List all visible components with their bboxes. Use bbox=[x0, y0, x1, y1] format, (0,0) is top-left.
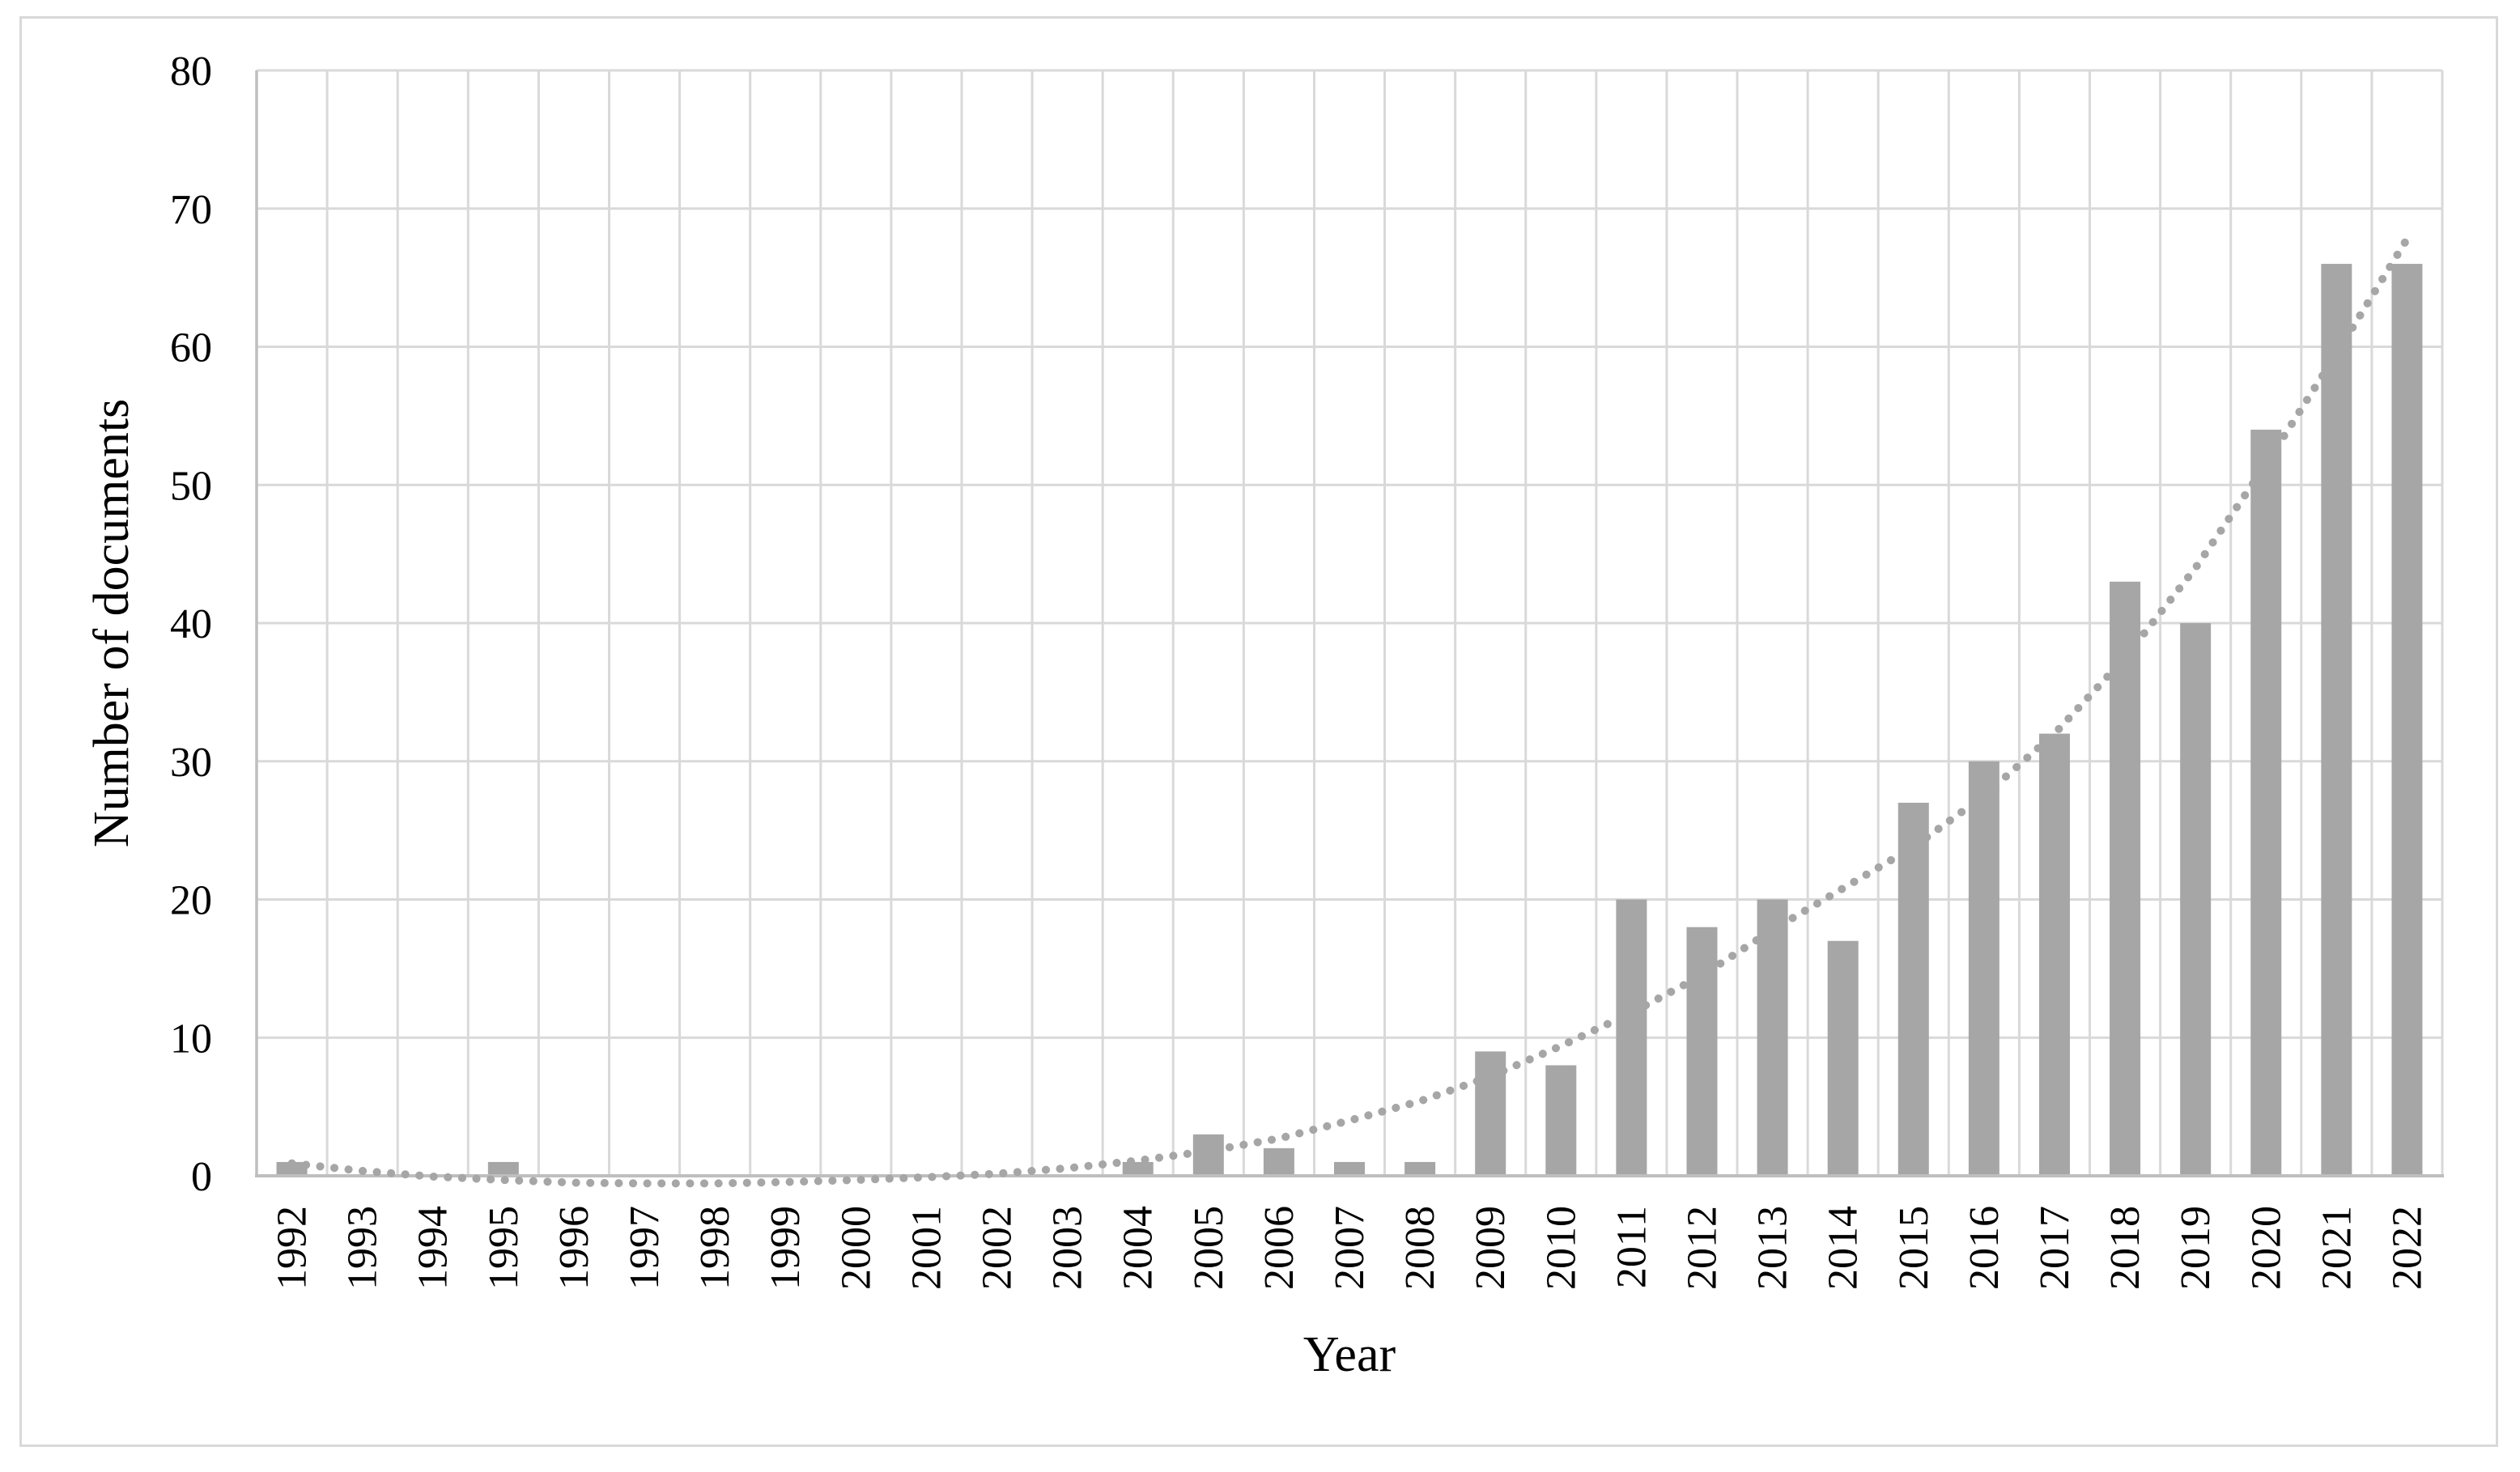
y-tick-label-0: 0 bbox=[191, 1154, 212, 1200]
bar-2021 bbox=[2321, 264, 2352, 1176]
x-tick-label-2022: 2022 bbox=[2385, 1206, 2431, 1290]
y-tick-label-70: 70 bbox=[170, 187, 212, 233]
x-tick-label-2018: 2018 bbox=[2102, 1206, 2148, 1290]
x-tick-label-2004: 2004 bbox=[1116, 1206, 1162, 1290]
x-tick-label-1996: 1996 bbox=[551, 1206, 597, 1290]
x-tick-label-2012: 2012 bbox=[1680, 1206, 1726, 1290]
x-tick-label-2011: 2011 bbox=[1608, 1206, 1655, 1288]
x-tick-label-2010: 2010 bbox=[1538, 1206, 1584, 1290]
x-tick-label-1992: 1992 bbox=[270, 1206, 316, 1290]
bar-2011 bbox=[1616, 899, 1647, 1176]
bar-2007 bbox=[1334, 1161, 1365, 1176]
bar-2010 bbox=[1545, 1065, 1577, 1176]
bar-2022 bbox=[2391, 264, 2423, 1176]
bar-2004 bbox=[1122, 1161, 1154, 1176]
gridlines bbox=[257, 69, 2444, 1176]
x-tick-label-2006: 2006 bbox=[1256, 1206, 1302, 1290]
x-tick-label-1995: 1995 bbox=[481, 1206, 527, 1290]
axis-lines bbox=[255, 70, 2444, 1177]
x-tick-label-2014: 2014 bbox=[1821, 1206, 1867, 1290]
x-tick-label-2007: 2007 bbox=[1327, 1206, 1373, 1290]
y-tick-label-20: 20 bbox=[170, 878, 212, 924]
x-tick-label-1998: 1998 bbox=[692, 1206, 738, 1290]
bar-2019 bbox=[2180, 623, 2212, 1176]
x-tick-label-2013: 2013 bbox=[1750, 1206, 1796, 1290]
y-tick-label-40: 40 bbox=[170, 601, 212, 647]
y-tick-label-30: 30 bbox=[170, 740, 212, 786]
bar-2014 bbox=[1827, 940, 1859, 1176]
x-tick-label-2005: 2005 bbox=[1186, 1206, 1232, 1290]
y-tick-label-10: 10 bbox=[170, 1016, 212, 1062]
x-tick-label-1999: 1999 bbox=[763, 1206, 809, 1290]
bar-2008 bbox=[1404, 1161, 1436, 1176]
y-tick-label-60: 60 bbox=[170, 325, 212, 371]
bar-1995 bbox=[487, 1161, 519, 1176]
x-tick-label-2019: 2019 bbox=[2173, 1206, 2219, 1290]
bar-1992 bbox=[276, 1161, 308, 1176]
x-tick-label-2008: 2008 bbox=[1397, 1206, 1443, 1290]
x-tick-label-2015: 2015 bbox=[1891, 1206, 1937, 1290]
x-tick-label-1997: 1997 bbox=[622, 1206, 668, 1290]
trendline-dotted bbox=[287, 235, 2412, 1188]
x-tick-label-2009: 2009 bbox=[1468, 1206, 1514, 1290]
y-tick-label-50: 50 bbox=[170, 463, 212, 509]
bar-2015 bbox=[1897, 802, 1929, 1176]
x-axis-title: Year bbox=[1303, 1327, 1396, 1382]
x-tick-label-2020: 2020 bbox=[2243, 1206, 2289, 1290]
bars bbox=[276, 264, 2423, 1176]
bar-2012 bbox=[1686, 927, 1718, 1176]
x-tick-label-2000: 2000 bbox=[833, 1206, 879, 1290]
x-tick-label-2001: 2001 bbox=[903, 1206, 950, 1290]
x-tick-label-2017: 2017 bbox=[2032, 1206, 2078, 1290]
y-tick-labels: 0 10 20 30 40 50 60 70 80 bbox=[170, 49, 212, 1200]
bar-2005 bbox=[1192, 1134, 1224, 1176]
x-tick-label-2021: 2021 bbox=[2314, 1206, 2360, 1290]
x-tick-label-2003: 2003 bbox=[1045, 1206, 1091, 1290]
y-axis-title: Number of documents bbox=[84, 399, 139, 847]
bar-2018 bbox=[2110, 581, 2141, 1176]
bar-2017 bbox=[2038, 733, 2070, 1176]
bar-2013 bbox=[1757, 899, 1788, 1176]
x-tick-label-2016: 2016 bbox=[1961, 1206, 2008, 1290]
x-tick-label-1993: 1993 bbox=[340, 1206, 386, 1290]
trendline-group bbox=[287, 235, 2412, 1188]
x-tick-labels: 1992 1993 1994 1995 1996 1997 1998 1999 2000 2001… bbox=[270, 1206, 2431, 1290]
bar-2020 bbox=[2250, 429, 2282, 1176]
bar-2006 bbox=[1263, 1147, 1294, 1176]
x-tick-label-1994: 1994 bbox=[410, 1206, 457, 1290]
bar-2016 bbox=[1968, 761, 1999, 1176]
y-tick-label-80: 80 bbox=[170, 49, 212, 95]
x-tick-label-2002: 2002 bbox=[975, 1206, 1021, 1290]
